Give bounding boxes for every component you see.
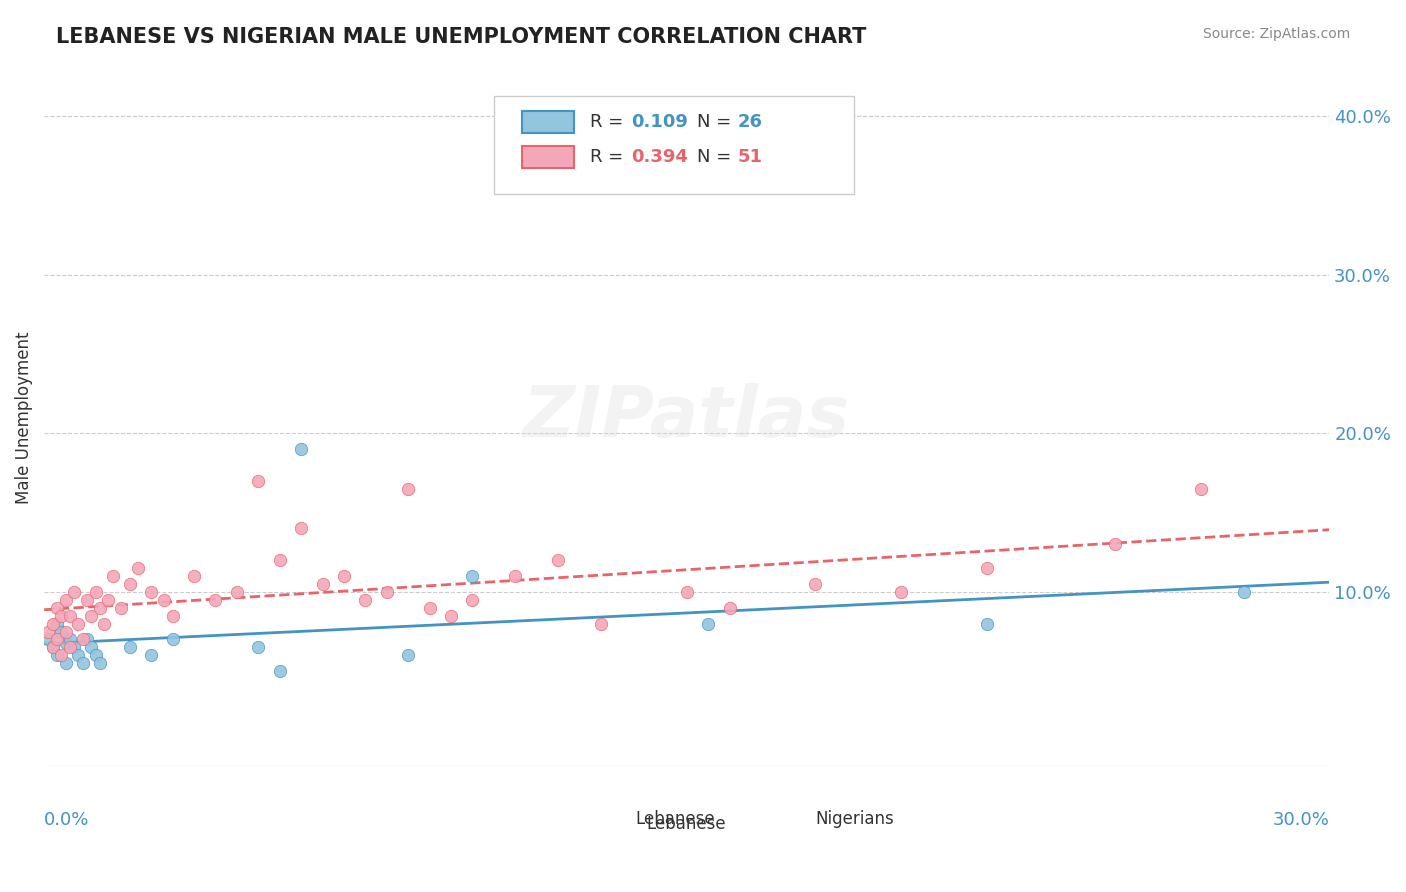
Point [141,585,163,599]
Point [396,482,419,496]
Point [51,624,73,639]
Point [976,616,998,631]
Text: 0.394: 0.394 [631,148,689,166]
Point [976,561,998,575]
Text: Source: ZipAtlas.com: Source: ZipAtlas.com [1202,27,1350,41]
Point [63,640,86,655]
Text: 26: 26 [738,113,763,131]
Text: LEBANESE VS NIGERIAN MALE UNEMPLOYMENT CORRELATION CHART: LEBANESE VS NIGERIAN MALE UNEMPLOYMENT C… [56,27,866,46]
Point [247,640,270,655]
Point [46,600,69,615]
Point [55,635,77,649]
Point [354,592,377,607]
Point [461,592,484,607]
Point [76,632,98,647]
Point [141,648,163,663]
Y-axis label: Male Unemployment: Male Unemployment [15,331,32,504]
Point [333,569,356,583]
Point [118,640,141,655]
Point [127,561,149,575]
Point [247,474,270,488]
Point [80,640,103,655]
Point [93,616,115,631]
Point [97,592,120,607]
Point [51,608,73,623]
Point [118,577,141,591]
Point [183,569,205,583]
Text: 51: 51 [738,148,763,166]
Point [46,616,69,631]
Point [589,616,612,631]
Point [72,632,94,647]
Point [396,648,419,663]
Point [375,585,398,599]
FancyBboxPatch shape [494,96,853,194]
FancyBboxPatch shape [522,146,574,169]
Point [89,657,111,671]
Text: R =: R = [591,113,630,131]
Point [46,648,69,663]
Point [72,657,94,671]
Point [110,600,132,615]
Point [162,632,184,647]
Point [505,569,527,583]
Point [419,600,441,615]
Point [41,616,63,631]
Text: 30.0%: 30.0% [1272,811,1329,829]
Text: 0.0%: 0.0% [44,811,90,829]
Point [37,624,59,639]
Text: Nigerians: Nigerians [815,810,894,828]
Point [55,657,77,671]
Text: ZIPatlas: ZIPatlas [523,383,851,452]
Point [1189,482,1212,496]
Point [547,553,569,567]
Point [804,577,827,591]
Point [51,648,73,663]
Point [84,648,107,663]
Point [1232,585,1254,599]
Point [84,585,107,599]
Point [718,600,741,615]
Point [440,608,463,623]
Point [1104,537,1126,551]
FancyBboxPatch shape [763,810,803,830]
Text: N =: N = [697,113,737,131]
FancyBboxPatch shape [522,112,574,134]
Point [37,632,59,647]
Point [269,553,291,567]
Point [59,608,82,623]
Point [89,600,111,615]
Point [461,569,484,583]
Point [697,616,720,631]
Point [55,592,77,607]
Text: R =: R = [591,148,630,166]
Point [269,664,291,678]
Point [311,577,333,591]
Text: Lebanese: Lebanese [647,815,727,833]
Point [76,592,98,607]
Point [290,442,312,457]
Point [162,608,184,623]
Point [675,585,697,599]
Point [41,640,63,655]
Point [63,585,86,599]
Point [225,585,247,599]
Text: N =: N = [697,148,737,166]
Text: 0.109: 0.109 [631,113,689,131]
Point [80,608,103,623]
Point [290,521,312,535]
Text: Lebanese: Lebanese [636,810,714,828]
Point [153,592,176,607]
Point [46,632,69,647]
FancyBboxPatch shape [583,810,623,830]
Point [59,632,82,647]
Point [890,585,912,599]
Point [67,648,90,663]
Point [101,569,124,583]
Point [55,624,77,639]
Point [41,640,63,655]
Point [204,592,226,607]
Point [59,640,82,655]
Point [67,616,90,631]
